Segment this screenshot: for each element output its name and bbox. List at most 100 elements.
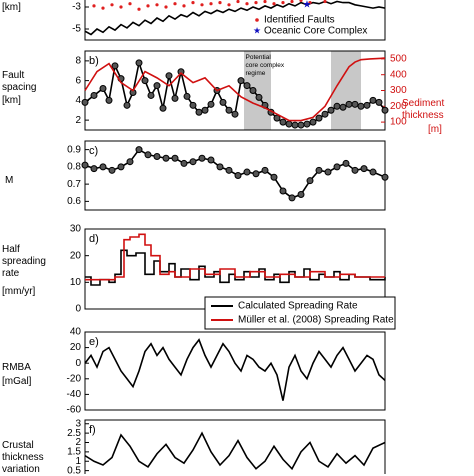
panel-letter: f)	[89, 424, 96, 436]
fault-point	[254, 0, 258, 5]
fault-point	[182, 4, 186, 8]
series-marker	[297, 121, 305, 129]
y-tick-label: 10	[70, 277, 82, 288]
y-tick-label: 40	[70, 327, 82, 338]
fault-point	[119, 5, 123, 9]
series-marker	[81, 161, 89, 169]
series-marker	[249, 87, 257, 94]
panel-b-ylabel: Fault spacing	[2, 70, 37, 93]
series-marker	[261, 166, 269, 174]
y-tick-label: -60	[67, 405, 82, 416]
series-marker	[99, 163, 107, 171]
shaded-region-1	[331, 51, 361, 130]
series-marker	[363, 101, 371, 109]
series-marker	[126, 158, 134, 166]
series-marker	[177, 68, 185, 76]
fault-point	[290, 0, 294, 4]
series-marker	[237, 77, 245, 85]
fault-point	[209, 2, 213, 6]
series-marker	[189, 158, 197, 166]
y-tick-label: -20	[67, 373, 82, 384]
series-marker	[351, 100, 359, 108]
panel-letter: e)	[89, 336, 99, 348]
panel-2	[81, 140, 389, 211]
series-marker	[243, 82, 251, 90]
panel-e-ylabel: RMBA	[2, 362, 31, 373]
y-tick-label: 4	[75, 95, 81, 106]
panel-letter: d)	[89, 233, 99, 245]
series-marker	[207, 156, 215, 164]
panel-frame	[84, 0, 386, 41]
y-tick-label: 2	[75, 115, 81, 126]
series-marker	[201, 106, 209, 114]
series-marker	[99, 85, 107, 93]
fault-point	[299, 0, 303, 2]
y-tick-label: 20	[70, 342, 82, 353]
series-marker	[375, 98, 383, 106]
panel-a-ylabel-unit: [km]	[2, 2, 21, 13]
panel-letter: c)	[89, 145, 98, 157]
fault-point	[146, 4, 150, 8]
panel-4	[84, 331, 386, 411]
panel-letter: b)	[89, 55, 99, 67]
series-marker	[234, 172, 242, 179]
panel-frame	[84, 419, 386, 474]
y-tick-label: 0.8	[67, 162, 81, 173]
fault-point	[308, 0, 312, 5]
fault-point	[236, 0, 240, 4]
series-marker	[144, 151, 152, 159]
series-marker	[327, 106, 335, 114]
fault-point	[173, 2, 177, 6]
fault-point	[263, 0, 267, 4]
fault-point	[128, 2, 132, 6]
y-tick-label: -3	[72, 2, 81, 13]
panel-b-ylabel-unit: [km]	[2, 95, 21, 106]
panel-0: ★★	[84, 0, 386, 41]
series-marker	[195, 108, 203, 116]
series-marker	[219, 98, 227, 106]
series-marker	[171, 94, 179, 102]
panel-3	[84, 228, 396, 330]
panel-d-ylabel: Half spreading rate	[2, 244, 46, 279]
series-line-0	[84, 148, 386, 199]
fault-point	[92, 4, 96, 8]
series-marker	[357, 102, 365, 110]
series-marker	[270, 173, 278, 181]
fault-point	[281, 0, 285, 5]
series-marker	[255, 93, 263, 101]
y-tick-label: 2	[75, 437, 81, 448]
y-tick-label: -5	[72, 24, 81, 35]
series-line-0	[84, 0, 386, 36]
series-marker	[297, 190, 305, 198]
legend-marker: ★	[253, 25, 261, 35]
annotation-text: regime	[246, 70, 266, 77]
y2-tick-label: 100	[390, 117, 407, 128]
annotation-text: core complex	[246, 62, 285, 69]
series-line-1	[85, 233, 385, 281]
y2-tick-label: 400	[390, 69, 407, 80]
series-marker	[273, 114, 281, 122]
series-marker	[216, 163, 224, 171]
series-line-1	[84, 57, 386, 122]
y-tick-label: 3	[75, 418, 81, 429]
series-marker	[285, 120, 293, 128]
legend-entry: Oceanic Core Complex	[264, 26, 367, 37]
series-marker	[315, 166, 323, 174]
series-marker	[123, 101, 131, 109]
fault-point	[227, 3, 231, 7]
series-marker	[303, 120, 311, 128]
fault-point	[200, 3, 204, 7]
y-tick-label: 0.7	[67, 179, 81, 190]
series-marker	[90, 91, 98, 99]
fault-point	[164, 5, 168, 9]
legend-entry: Calculated Spreading Rate	[238, 301, 358, 312]
series-marker	[381, 106, 389, 114]
series-marker	[342, 159, 350, 167]
y2-tick-label: 200	[390, 101, 407, 112]
panel-frame	[84, 331, 386, 411]
y-tick-label: 20	[70, 250, 82, 261]
series-marker	[165, 72, 173, 80]
y2-tick-label: 500	[390, 54, 407, 65]
